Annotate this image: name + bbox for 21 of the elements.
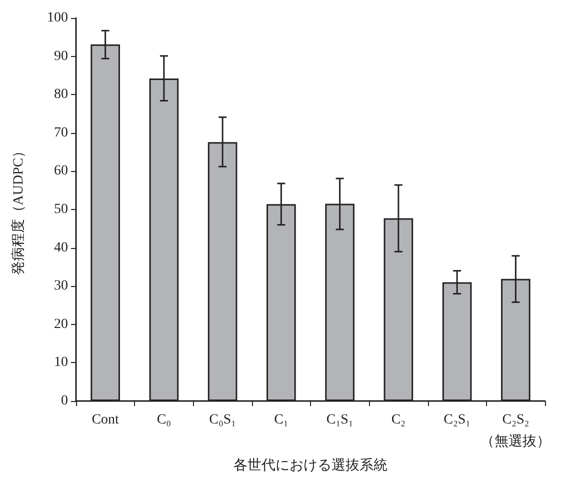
y-tick-label: 10	[54, 355, 68, 370]
y-tick-label: 30	[54, 278, 68, 294]
y-tick-label: 100	[47, 10, 68, 26]
x-tick-label: Cont	[92, 412, 120, 428]
x-tick-label: C₀	[156, 412, 172, 428]
y-axis-title: 発病程度（AUDPC）	[10, 144, 26, 276]
y-tick-label: 20	[54, 316, 68, 332]
x-tick-label: C₁	[274, 412, 288, 428]
x-tick-label: C₂S₁	[444, 412, 471, 428]
x-tick-label: C₂	[391, 412, 406, 428]
y-tick-label: 80	[54, 87, 68, 102]
y-tick-label: 0	[61, 394, 68, 408]
y-tick-label: 50	[54, 202, 68, 217]
y-tick-label: 40	[54, 240, 68, 256]
x-axis-title: 各世代における選抜系統	[234, 458, 388, 474]
y-tick-label: 70	[54, 125, 68, 140]
x-tick-label: C₂S₂ （無選抜）	[480, 412, 551, 450]
y-tick-label: 60	[54, 164, 68, 179]
y-tick-label: 90	[54, 48, 68, 64]
x-tick-label: C₀S₁	[209, 412, 236, 428]
x-tick-label: C₁S₁	[326, 412, 354, 428]
